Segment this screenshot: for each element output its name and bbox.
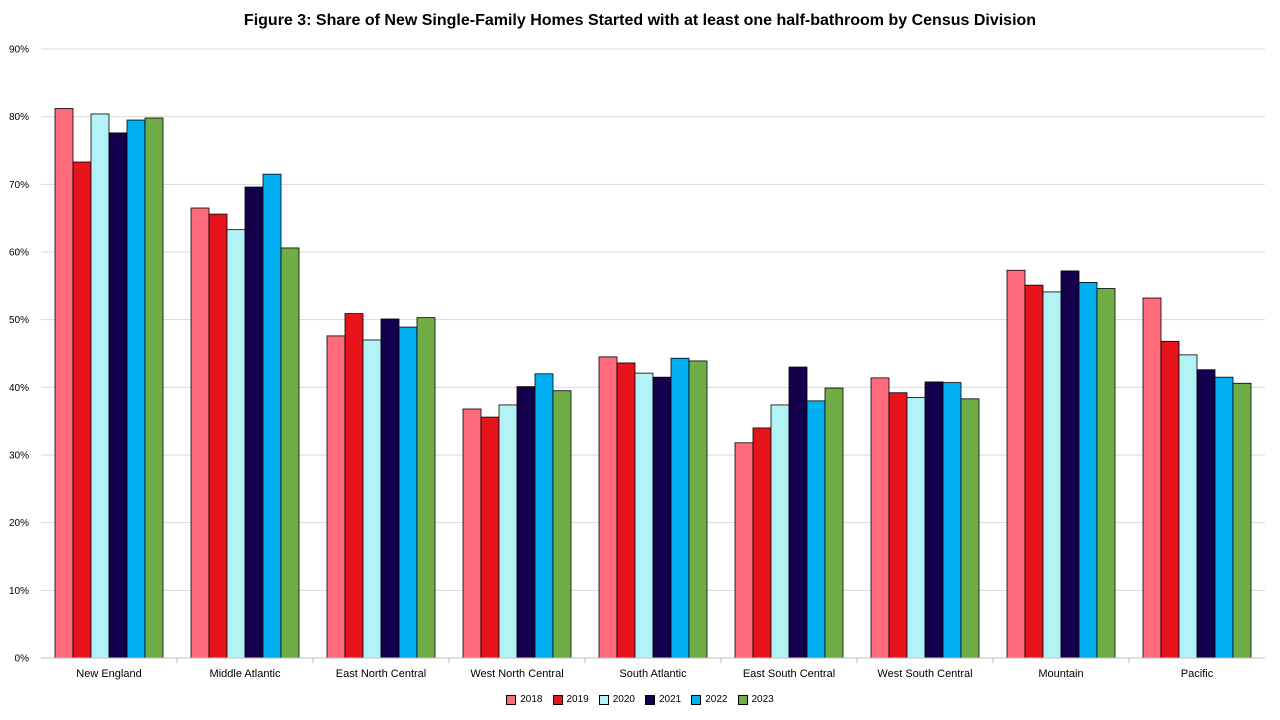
legend-item: 2018 [506,694,543,705]
bar-2020 [634,372,654,659]
x-category-label: East North Central [336,668,426,680]
bar-2019 [480,416,500,659]
legend: 2018 2019 2020 2021 2022 2023 [0,694,1280,705]
bar-2021 [516,386,536,659]
bar-2022 [1214,376,1234,659]
bar-2018 [1006,269,1026,659]
bar-2019 [72,161,92,659]
bar-2020 [906,397,926,659]
bars [54,108,1252,659]
x-category-label: South Atlantic [619,668,687,680]
legend-label: 2018 [520,694,543,705]
bar-2023 [824,387,844,659]
x-axis [41,657,1265,663]
bar-2020 [770,404,790,659]
legend-swatch [598,694,609,705]
y-tick-label: 20% [9,518,29,529]
bar-2018 [462,408,482,659]
legend-item: 2019 [552,694,589,705]
bar-2019 [208,213,228,659]
bar-2022 [126,119,146,659]
legend-label: 2022 [705,694,728,705]
bar-2022 [398,326,418,659]
bar-2020 [1178,354,1198,659]
bar-2023 [1232,382,1252,659]
bar-2022 [534,373,554,659]
chart-title: Figure 3: Share of New Single-Family Hom… [243,12,1037,29]
legend-swatch [552,694,563,705]
bar-2021 [244,186,264,659]
bar-2018 [54,108,74,659]
bar-2018 [1142,297,1162,659]
legend-label: 2020 [612,694,635,705]
bar-2019 [616,362,636,659]
legend-label: 2021 [659,694,682,705]
bar-2019 [888,392,908,659]
bar-2022 [670,357,690,659]
legend-swatch [506,694,517,705]
x-category-label: New England [76,668,141,680]
bar-2018 [734,442,754,659]
bar-2019 [1160,340,1180,659]
bar-2020 [498,404,518,659]
y-tick-label: 90% [9,45,29,56]
y-axis-ticks: 0% 10% 20% 30% 40% 50% 60% 70% 80% 90% [9,45,29,665]
legend-item: 2023 [737,694,774,705]
legend-item: 2020 [598,694,635,705]
bar-2021 [1196,369,1216,659]
legend-swatch [645,694,655,705]
legend-label: 2023 [751,694,774,705]
bar-2020 [362,339,382,659]
bar-2022 [942,382,962,659]
bar-2023 [280,247,300,659]
bar-2023 [960,398,980,659]
bar-2018 [326,335,346,659]
bar-2021 [924,381,944,659]
y-tick-label: 50% [9,315,29,326]
category-labels: New England Middle Atlantic East North Cen… [76,668,1213,680]
bar-2020 [226,229,246,659]
bar-2021 [1060,270,1080,659]
bar-2021 [380,318,400,659]
bar-2020 [1042,291,1062,659]
y-tick-label: 30% [9,451,29,462]
y-tick-label: 60% [9,248,29,259]
bar-2023 [144,117,164,659]
legend-label: 2019 [566,694,589,705]
bar-2022 [806,400,826,659]
legend-swatch [737,694,748,705]
bar-2023 [416,317,436,659]
y-tick-label: 70% [9,180,29,191]
y-tick-label: 10% [9,586,29,597]
x-category-label: East South Central [743,668,835,680]
bar-2019 [752,427,772,659]
bar-2023 [688,360,708,659]
bar-2019 [1024,284,1044,659]
x-category-label: Middle Atlantic [210,668,281,680]
bar-2018 [190,207,210,659]
x-category-label: West South Central [877,668,972,680]
bar-2018 [870,377,890,659]
legend-item: 2022 [691,694,728,705]
y-tick-label: 80% [9,112,29,123]
y-tick-label: 40% [9,383,29,394]
bar-2021 [652,376,672,659]
bar-2020 [90,113,110,659]
bar-2021 [788,366,808,659]
bar-2022 [1078,282,1098,659]
x-category-label: West North Central [470,668,563,680]
legend-item: 2021 [645,694,681,705]
bar-2019 [344,313,364,659]
bar-2023 [552,390,572,659]
x-category-label: Pacific [1181,668,1214,680]
x-category-label: Mountain [1038,668,1083,680]
legend-swatch [691,694,702,705]
bar-2018 [598,356,618,659]
y-tick-label: 0% [15,654,30,665]
bar-2023 [1096,288,1116,659]
bar-2022 [262,173,282,659]
bar-2021 [108,132,128,659]
